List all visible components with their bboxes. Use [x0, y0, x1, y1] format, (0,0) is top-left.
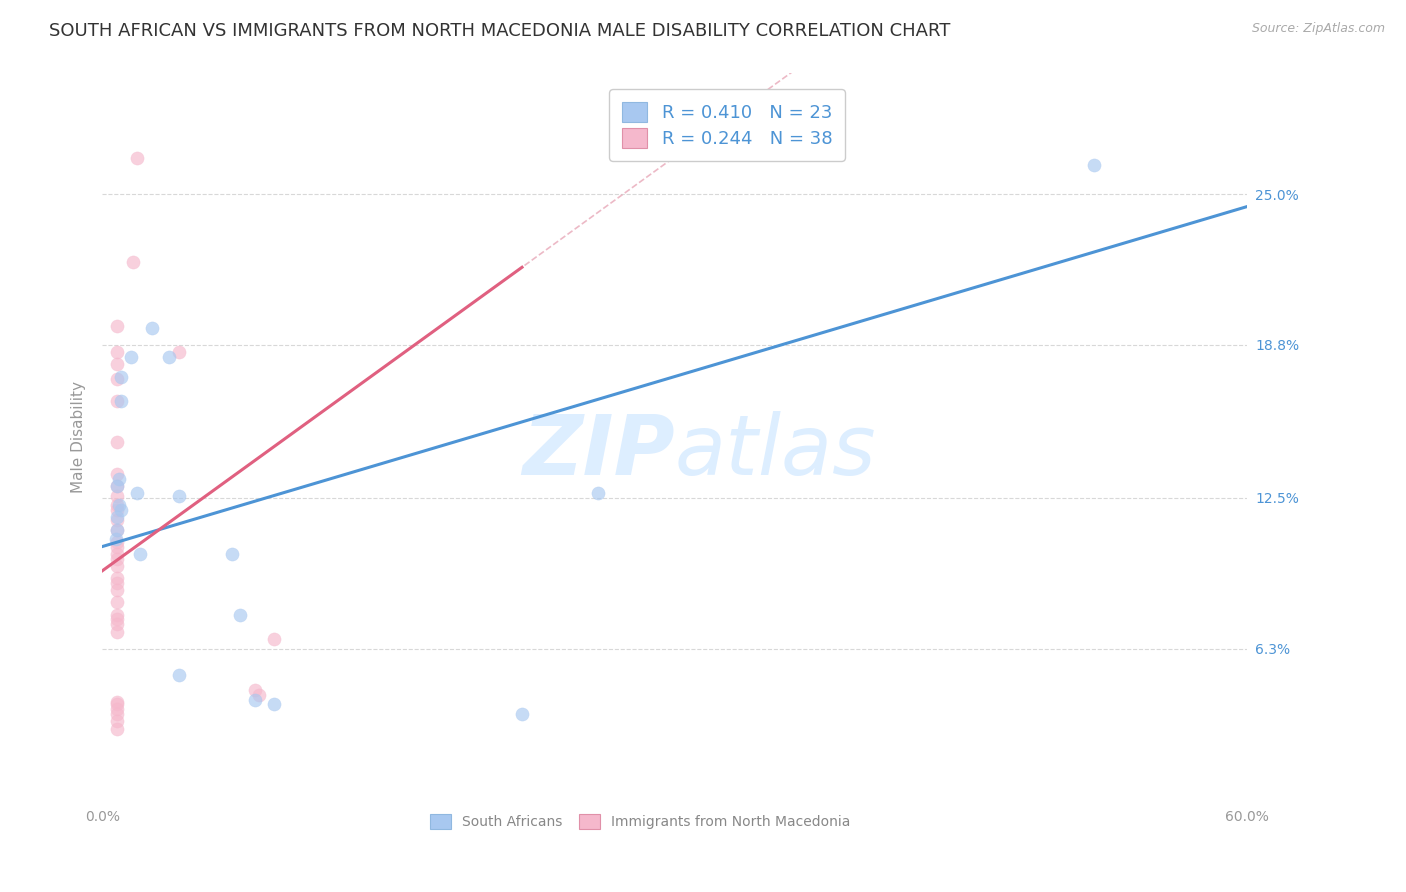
Point [263, 698, 285, 712]
Point [107, 503, 129, 517]
Point [107, 523, 129, 537]
Point [107, 358, 129, 372]
Point [107, 595, 129, 609]
Point [107, 393, 129, 408]
Point [108, 498, 131, 512]
Point [107, 698, 129, 712]
Point [107, 435, 129, 450]
Point [125, 151, 148, 165]
Point [129, 547, 152, 561]
Point [107, 612, 129, 626]
Point [107, 571, 129, 585]
Point [107, 576, 129, 591]
Point [110, 369, 132, 384]
Point [221, 547, 243, 561]
Point [107, 318, 129, 333]
Text: Source: ZipAtlas.com: Source: ZipAtlas.com [1251, 22, 1385, 36]
Point [107, 523, 129, 537]
Point [107, 559, 129, 574]
Point [125, 486, 148, 500]
Point [107, 372, 129, 386]
Point [107, 607, 129, 622]
Y-axis label: Male Disability: Male Disability [72, 381, 86, 493]
Point [107, 489, 129, 503]
Point [108, 472, 131, 486]
Point [107, 583, 129, 598]
Point [107, 345, 129, 359]
Point [107, 534, 129, 549]
Legend: South Africans, Immigrants from North Macedonia: South Africans, Immigrants from North Ma… [425, 809, 856, 835]
Text: ZIP: ZIP [522, 411, 675, 492]
Point [120, 350, 142, 364]
Point [110, 503, 132, 517]
Point [167, 345, 190, 359]
Point [107, 547, 129, 561]
Point [107, 695, 129, 709]
Point [1083, 158, 1105, 172]
Point [107, 722, 129, 736]
Point [228, 607, 250, 622]
Point [263, 632, 285, 646]
Point [107, 513, 129, 527]
Point [107, 479, 129, 493]
Point [243, 692, 266, 706]
Point [167, 668, 190, 682]
Point [141, 321, 163, 335]
Point [107, 510, 129, 524]
Point [243, 682, 266, 697]
Point [107, 624, 129, 639]
Point [104, 533, 127, 547]
Point [110, 393, 132, 408]
Point [107, 479, 129, 493]
Point [107, 714, 129, 729]
Point [510, 707, 533, 722]
Text: atlas: atlas [675, 411, 876, 492]
Point [107, 540, 129, 554]
Point [107, 467, 129, 481]
Point [107, 551, 129, 566]
Point [107, 707, 129, 722]
Text: SOUTH AFRICAN VS IMMIGRANTS FROM NORTH MACEDONIA MALE DISABILITY CORRELATION CHA: SOUTH AFRICAN VS IMMIGRANTS FROM NORTH M… [49, 22, 950, 40]
Point [247, 688, 270, 702]
Point [121, 255, 143, 269]
Point [167, 489, 190, 503]
Point [107, 617, 129, 632]
Point [107, 702, 129, 716]
Point [588, 486, 610, 500]
Point [157, 350, 180, 364]
Point [107, 498, 129, 512]
